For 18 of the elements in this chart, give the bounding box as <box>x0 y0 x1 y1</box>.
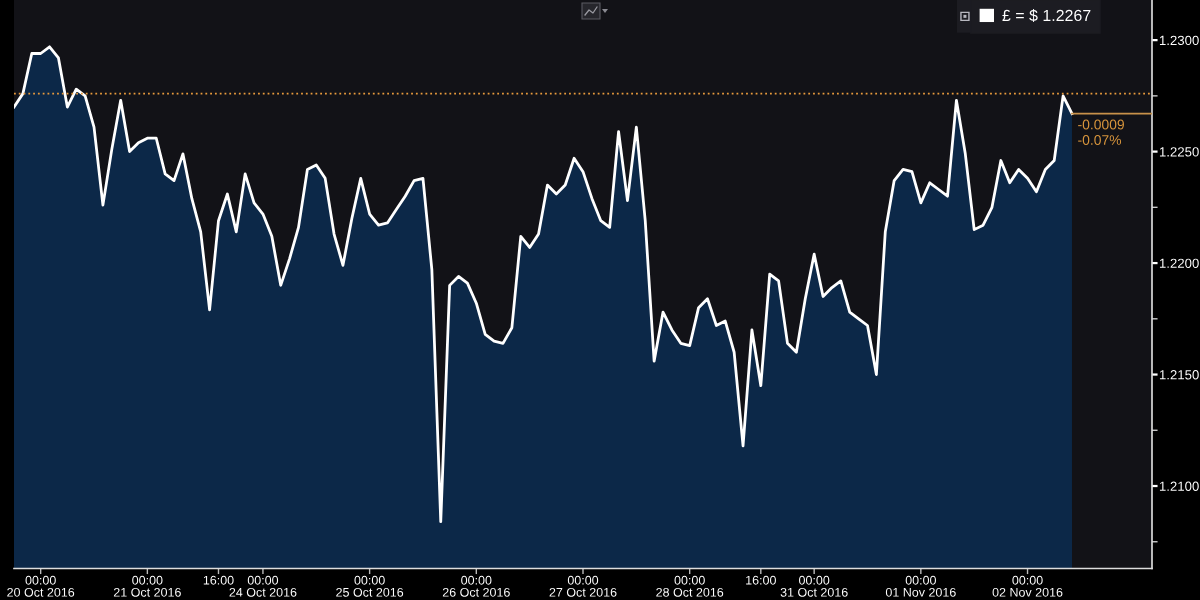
x-tick-label: 00:00 31 Oct 2016 <box>780 575 848 597</box>
y-tick-label: 1.2150 <box>1159 370 1199 380</box>
x-tick-label: 16:00 <box>203 575 234 585</box>
y-tick-label: 1.2300 <box>1159 35 1199 46</box>
x-tick-label: 00:00 02 Nov 2016 <box>992 575 1063 597</box>
annotation: -0.0009 -0.07% <box>1078 119 1124 145</box>
x-tick-label: 00:00 20 Oct 2016 <box>7 575 75 597</box>
x-tick-label: 00:00 01 Nov 2016 <box>885 575 956 597</box>
y-tick-label: 1.2250 <box>1159 147 1199 157</box>
x-tick-label: 00:00 28 Oct 2016 <box>656 575 724 597</box>
x-tick-label: 00:00 27 Oct 2016 <box>549 575 617 597</box>
x-tick-label: 00:00 26 Oct 2016 <box>442 575 510 597</box>
x-tick-label: 00:00 25 Oct 2016 <box>336 575 404 597</box>
y-tick-label: 1.2200 <box>1159 258 1199 268</box>
x-tick-label: 16:00 <box>746 575 776 585</box>
legend-label: £ = $ 1.2267 <box>1002 9 1091 23</box>
x-tick-label: 00:00 21 Oct 2016 <box>113 575 181 597</box>
y-tick-label: 1.2100 <box>1159 481 1199 491</box>
